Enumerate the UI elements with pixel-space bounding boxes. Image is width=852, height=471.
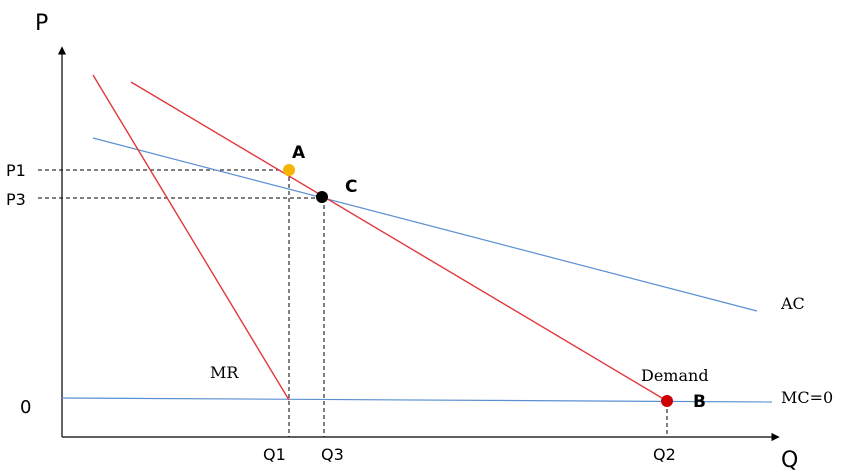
mr-curve — [92, 74, 290, 401]
point-b-marker — [661, 395, 673, 407]
origin-label: 0 — [20, 397, 31, 418]
point-c-label: C — [345, 177, 357, 197]
x-axis-label: Q — [781, 448, 798, 471]
y-axis-label: P — [35, 11, 48, 36]
demand-curve — [130, 81, 668, 402]
mc-label: MC=0 — [781, 388, 833, 407]
point-a-label: A — [292, 143, 306, 163]
point-b-label: B — [693, 392, 706, 412]
mc-curve — [61, 397, 773, 403]
p3-label: P3 — [6, 190, 26, 209]
q2-label: Q2 — [653, 445, 676, 464]
mr-label: MR — [210, 363, 239, 382]
ac-label: AC — [780, 294, 805, 313]
point-c-marker — [316, 191, 328, 203]
demand-label: Demand — [641, 366, 709, 385]
q1-label: Q1 — [263, 445, 286, 464]
p1-label: P1 — [6, 161, 26, 180]
ac-curve — [92, 137, 758, 312]
point-a-marker — [283, 164, 295, 176]
q3-label: Q3 — [321, 445, 344, 464]
